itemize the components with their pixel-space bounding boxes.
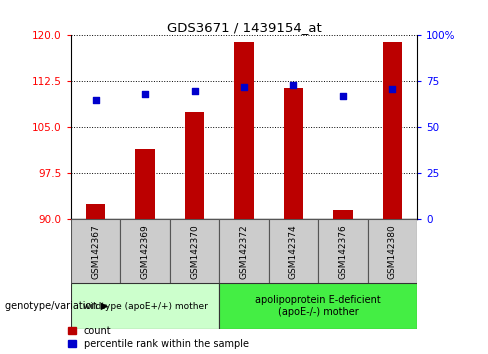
Bar	[269, 219, 318, 283]
Legend: count, percentile rank within the sample: count, percentile rank within the sample	[68, 326, 249, 349]
Text: GSM142369: GSM142369	[141, 224, 149, 279]
Text: GSM142367: GSM142367	[91, 224, 100, 279]
Bar	[219, 283, 417, 329]
Text: GSM142370: GSM142370	[190, 224, 199, 279]
Point	[388, 86, 396, 92]
Bar	[318, 219, 368, 283]
Text: apolipoprotein E-deficient
(apoE-/-) mother: apolipoprotein E-deficient (apoE-/-) mot…	[255, 295, 381, 317]
Point	[191, 88, 199, 93]
Bar	[184, 112, 204, 219]
Bar	[170, 219, 219, 283]
Bar	[284, 87, 304, 219]
Bar	[120, 219, 170, 283]
Text: genotype/variation ▶: genotype/variation ▶	[5, 301, 108, 311]
Text: wildtype (apoE+/+) mother: wildtype (apoE+/+) mother	[82, 302, 207, 311]
Point	[339, 93, 347, 99]
Title: GDS3671 / 1439154_at: GDS3671 / 1439154_at	[166, 21, 322, 34]
Text: GSM142380: GSM142380	[388, 224, 397, 279]
Bar	[71, 283, 219, 329]
Bar	[85, 204, 105, 219]
Text: GSM142376: GSM142376	[339, 224, 347, 279]
Bar	[383, 41, 403, 219]
Text: GSM142372: GSM142372	[240, 224, 248, 279]
Bar	[368, 219, 417, 283]
Bar	[219, 219, 269, 283]
Bar	[135, 149, 155, 219]
Bar	[71, 219, 120, 283]
Point	[92, 97, 100, 103]
Bar	[333, 210, 353, 219]
Point	[141, 91, 149, 97]
Point	[240, 84, 248, 90]
Text: GSM142374: GSM142374	[289, 224, 298, 279]
Point	[289, 82, 297, 88]
Bar	[234, 41, 254, 219]
